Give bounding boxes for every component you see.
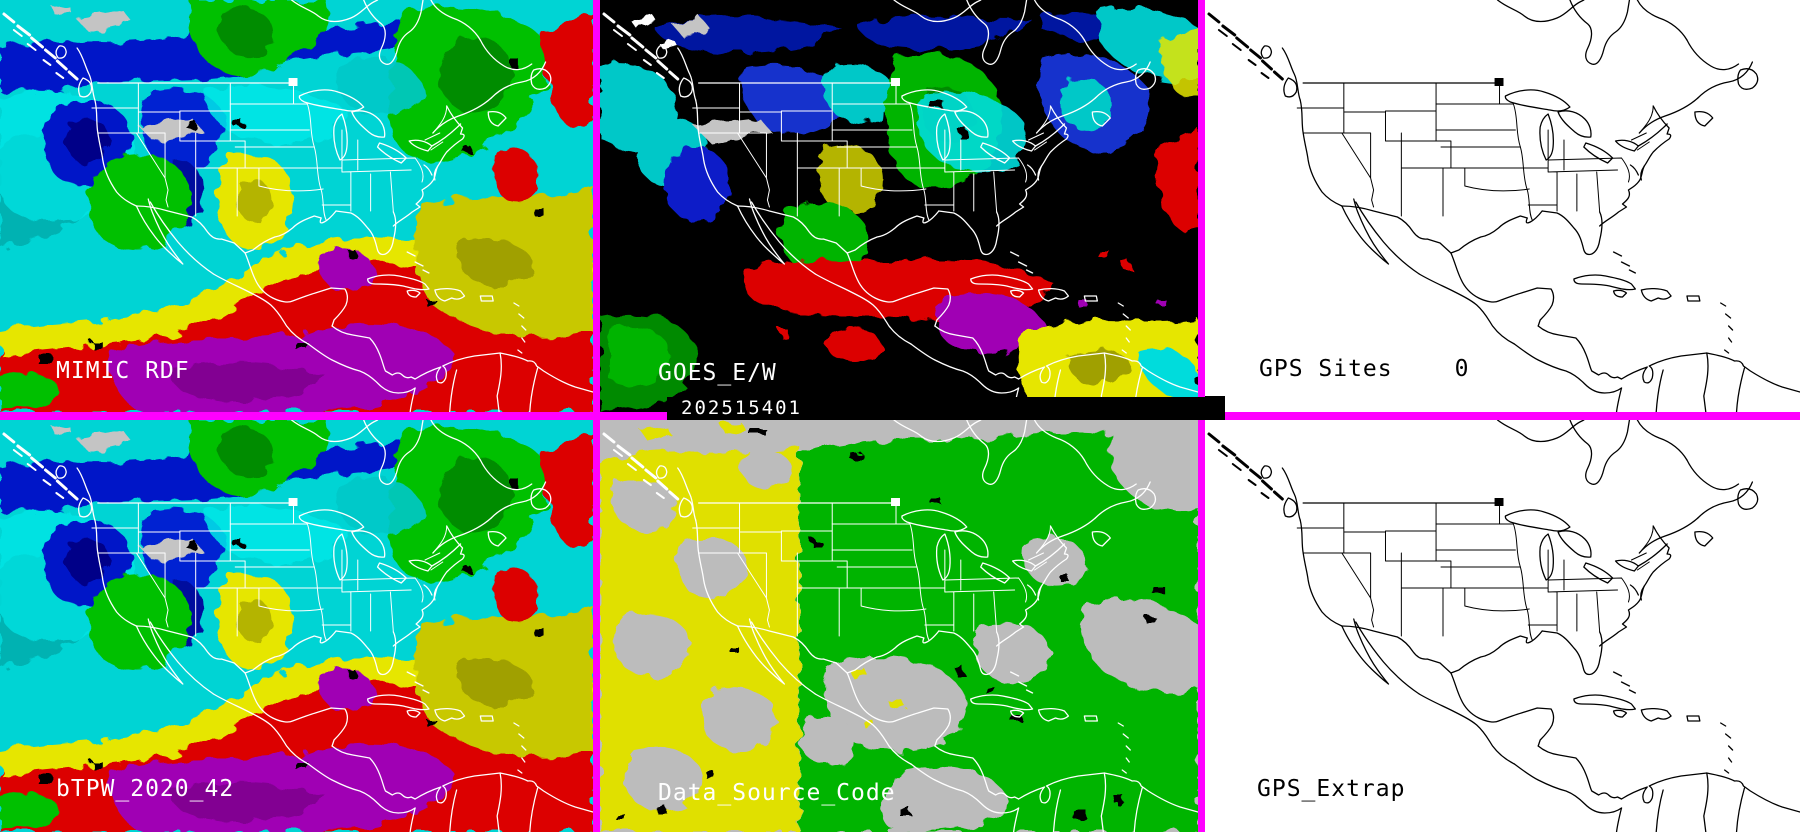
panel-label-gps-extrap: GPS_Extrap [1257,776,1406,802]
panel-mimic-rdf: MIMIC RDF [0,0,593,412]
panel-goes-ew: GOES_E/W [600,0,1198,412]
gps-sites-label: GPS Sites [1259,356,1393,382]
panel-label-goes-ew: GOES_E/W [658,360,777,386]
gps-sites-count: 0 [1454,356,1470,382]
panel-data-source-code: Data_Source_Code [600,420,1198,832]
panel-gps-sites: GPS Sites 0 [1205,0,1800,412]
mimic-satellite-image [0,0,593,412]
timestamp-bar: 202515401 [667,397,1225,420]
map-outline-overlay [1205,420,1800,832]
panel-label-mimic-rdf: MIMIC RDF [56,358,190,384]
goes-satellite-image [600,0,1198,412]
panel-btpw: bTPW_2020_42 [0,420,593,832]
panel-label-btpw: bTPW_2020_42 [56,776,235,802]
timestamp-text: 202515401 [681,397,802,419]
btpw-satellite-image [0,420,593,832]
panel-gps-extrap: GPS_Extrap [1205,420,1800,832]
panel-label-data-source: Data_Source_Code [658,780,896,806]
map-outline-overlay [1205,0,1800,412]
data-source-image [600,420,1198,832]
panel-label-gps-sites: GPS Sites 0 [1259,356,1469,382]
